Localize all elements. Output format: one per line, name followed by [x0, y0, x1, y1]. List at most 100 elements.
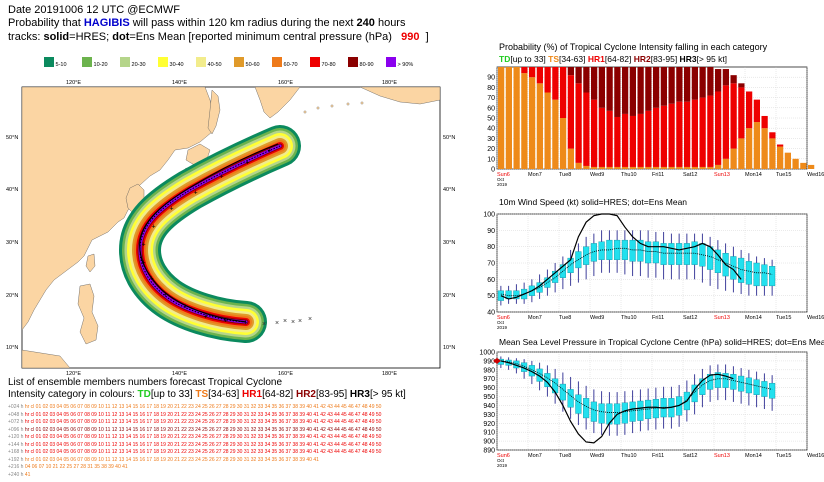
ens-box	[552, 378, 559, 394]
members-row: +168 h hr cl 01 02 03 04 05 06 07 08 09 …	[8, 449, 448, 457]
x-tick-label: Wed9	[590, 172, 604, 178]
bar-segment	[792, 158, 799, 169]
legend-label: 30-40	[168, 62, 184, 68]
y-tick-label: 0	[491, 167, 495, 174]
lon-label: 180°E	[382, 80, 397, 86]
members-row: +024 h hr cl 01 02 03 04 05 06 07 08 09 …	[8, 404, 448, 412]
track-point: +	[152, 224, 156, 231]
x-tick-label: Wed16	[807, 172, 824, 178]
y-tick-label: 970	[483, 376, 495, 383]
y-tick-label: 100	[483, 212, 495, 219]
bar-segment	[498, 67, 505, 169]
members-row-items: hr cl 01 02 03 04 05 06 07 08 09 10 11 1…	[24, 449, 382, 455]
bar-segment	[629, 67, 636, 116]
intensity-probability-chart: Probability (%) of Tropical Cyclone Inte…	[487, 42, 824, 187]
lat-label: 20°N	[443, 293, 455, 299]
track-point: +	[142, 242, 146, 249]
track-point: +	[164, 292, 168, 299]
bar-segment	[637, 67, 644, 114]
bar-segment	[629, 166, 636, 169]
x-tick-label: Oct	[497, 458, 505, 463]
members-cat-intro: Intensity category in colours:	[8, 389, 135, 400]
members-categories: Intensity category in colours: TD[up to …	[8, 389, 406, 400]
bar-segment	[591, 99, 598, 167]
initial-pressure-marker	[493, 357, 501, 364]
legend-code: HR1	[586, 54, 606, 64]
track-position-markers: + + + + + + + + + + + + + +	[142, 148, 272, 327]
bar-segment	[753, 99, 760, 123]
y-tick-label: 910	[483, 430, 495, 437]
bar-segment	[598, 107, 605, 167]
members-cat-ts: TS[34-63]	[195, 389, 240, 400]
ens-box	[738, 257, 745, 283]
bar-segment	[699, 67, 706, 98]
bar-segment	[598, 166, 605, 169]
x-tick-label: Thu10	[621, 172, 637, 178]
y-tick-label: 940	[483, 403, 495, 410]
y-tick-label: 80	[487, 85, 495, 92]
track-point: +	[220, 174, 224, 181]
lon-label: 160°E	[278, 80, 293, 86]
chart-title: Probability (%) of Tropical Cyclone Inte…	[499, 42, 768, 52]
x-tick-label: Tue8	[559, 172, 571, 178]
bar-segment	[645, 166, 652, 169]
y-tick-label: 50	[487, 116, 495, 123]
y-tick-label: 10	[487, 156, 495, 163]
bar-segment	[622, 166, 629, 169]
legend-swatch	[234, 56, 244, 67]
bar-segment	[529, 67, 536, 78]
bar-segment	[761, 115, 768, 129]
x-tick-label: 2019	[497, 463, 508, 468]
ens-box	[652, 399, 659, 419]
members-row: +120 h hr cl 01 02 03 04 05 06 07 08 09 …	[8, 434, 448, 442]
bar-segment	[622, 113, 629, 167]
ens-box	[699, 243, 706, 267]
legend-label: 20-30	[130, 62, 146, 68]
x-tick-label: Oct	[497, 177, 505, 182]
x-mark: ×	[262, 321, 266, 328]
y-tick-label: 60	[487, 105, 495, 112]
bar-segment	[777, 144, 784, 147]
ens-box	[567, 389, 574, 408]
bar-segment	[684, 166, 691, 169]
x-tick-label: Sun6	[497, 172, 510, 178]
track-point: +	[142, 260, 146, 267]
x-tick-label: Wed9	[590, 453, 604, 459]
x-tick-label: Tue8	[559, 453, 571, 459]
ens-box	[745, 377, 752, 394]
ens-box	[559, 383, 566, 401]
bar-segment	[591, 166, 598, 169]
land-alaska	[359, 87, 440, 105]
legend-label: 50-60	[244, 62, 260, 68]
bar-segment	[560, 118, 567, 169]
legend-item: 40-50	[196, 53, 222, 71]
x-mark: ×	[298, 318, 302, 325]
members-cat-hr1: HR1[64-82]	[242, 389, 294, 400]
ens-box	[769, 266, 776, 287]
prob-line-pre: Probability that	[8, 17, 81, 29]
bar-segment	[614, 166, 621, 169]
tracks-mid: =HRES;	[69, 31, 110, 43]
bar-segment	[730, 83, 737, 149]
x-tick-label: Sun13	[714, 453, 730, 459]
members-cat-hr2: HR2[83-95]	[295, 389, 348, 400]
members-row: +096 h hr cl 01 02 03 04 05 06 07 08 09 …	[8, 427, 448, 435]
x-mark: ×	[291, 319, 295, 326]
bar-segment	[653, 166, 660, 169]
legend-item: 80-90	[348, 53, 374, 71]
bar-segment	[769, 138, 776, 169]
bar-segment	[653, 67, 660, 108]
ens-box	[676, 243, 683, 265]
bar-segment	[598, 67, 605, 108]
bar-segment	[637, 113, 644, 167]
ens-box	[761, 264, 768, 287]
bar-segment	[567, 75, 574, 149]
x-tick-label: Sat12	[683, 172, 697, 178]
bar-segment	[691, 166, 698, 169]
lon-label: 180°E	[382, 371, 397, 377]
y-tick-label: 90	[487, 75, 495, 82]
wind-speed-chart: 10m Wind Speed (kt) solid=HRES; dot=Ens …	[483, 197, 824, 330]
members-row-items: hr cl 01 02 03 04 05 06 07 08 09 10 11 1…	[24, 441, 382, 448]
legend-swatch	[120, 56, 130, 67]
bar-segment	[583, 92, 590, 166]
